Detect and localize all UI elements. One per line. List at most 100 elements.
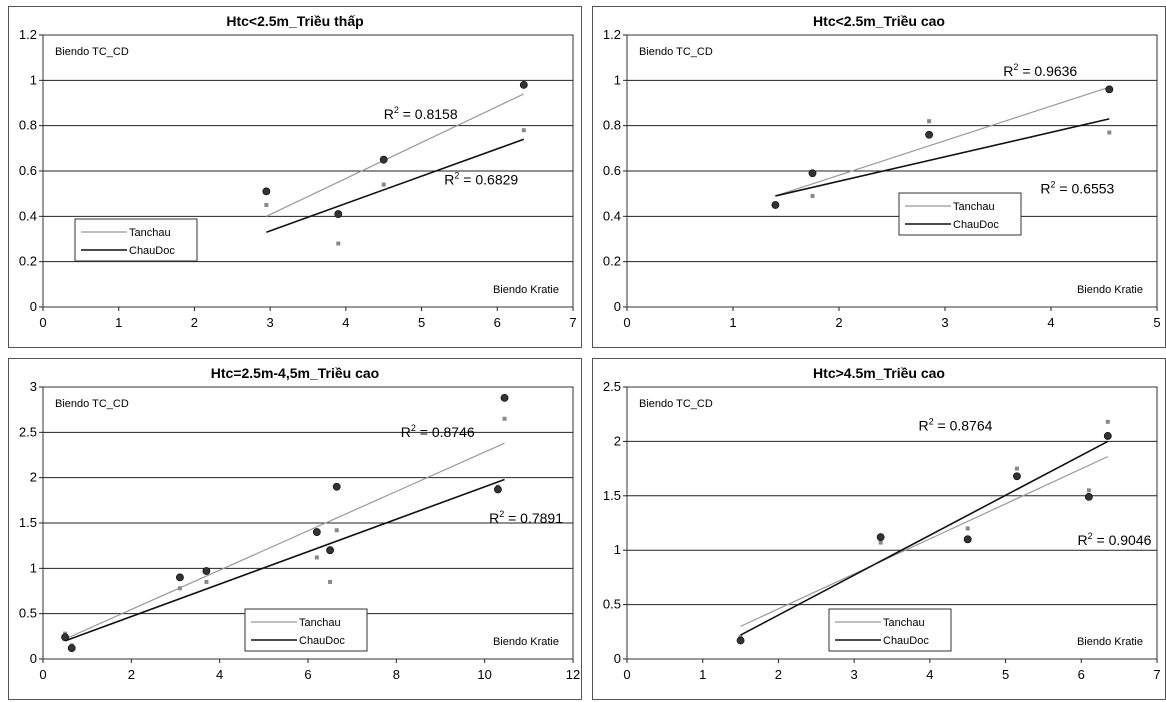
point-chaudoc [1013, 472, 1021, 481]
y-tick-label: 1.5 [19, 515, 37, 530]
x-tick-label: 3 [851, 667, 858, 682]
x-tick-label: 4 [926, 667, 933, 682]
y-tick-label: 1 [30, 72, 37, 87]
legend-label-tanchau: Tanchau [129, 227, 171, 239]
point-tanchau [810, 193, 815, 198]
trendline-chaudoc [64, 478, 505, 642]
x-tick-label: 7 [569, 315, 576, 330]
point-chaudoc [326, 546, 334, 555]
legend-label-chaudoc: ChauDoc [883, 635, 929, 647]
y-tick-label: 0.4 [603, 208, 621, 223]
r2-label-chaudoc: R2 = 0.6553 [1040, 180, 1114, 197]
y-tick-label: 2 [30, 470, 37, 485]
y-tick-label: 2.5 [603, 379, 621, 394]
point-tanchau [264, 203, 269, 207]
point-tanchau [878, 540, 883, 545]
legend-label-chaudoc: ChauDoc [129, 245, 175, 257]
point-chaudoc [61, 633, 69, 642]
chart-title: Htc>4.5m_Triều cao [813, 365, 945, 381]
point-tanchau [336, 241, 341, 246]
x-tick-label: 1 [115, 315, 122, 330]
x-tick-label: 1 [729, 315, 736, 330]
x-axis-annotation: Biendo Kratie [1077, 636, 1143, 648]
chart-svg: Htc>4.5m_Triều cao 0 0.5 1 1.5 2 2.5 0 1 2 3 4 5 6 7 Bi… [603, 365, 1161, 682]
point-chaudoc [519, 80, 528, 89]
x-tick-label: 6 [1078, 667, 1085, 682]
trendline-chaudoc [775, 118, 1110, 197]
y-tick-label: 0.8 [19, 118, 37, 133]
y-axis-annotation: Biendo TC_CD [55, 398, 129, 410]
point-chaudoc [176, 573, 184, 582]
y-tick-label: 0.2 [19, 254, 37, 269]
x-axis-annotation: Biendo Kratie [493, 284, 559, 296]
point-chaudoc [332, 482, 341, 491]
point-tanchau [1105, 419, 1110, 424]
x-tick-label: 0 [39, 667, 46, 682]
x-tick-label: 6 [304, 667, 311, 682]
point-tanchau [177, 586, 182, 591]
x-tick-label: 2 [835, 315, 842, 330]
point-tanchau [965, 526, 970, 531]
y-tick-label: 1.5 [603, 488, 621, 503]
legend-label-tanchau: Tanchau [299, 617, 341, 629]
x-tick-label: 4 [216, 667, 223, 682]
y-tick-label: 1.2 [603, 27, 621, 42]
point-chaudoc [202, 567, 211, 575]
point-tanchau [334, 528, 339, 533]
y-tick-label: 0.6 [603, 163, 621, 178]
point-chaudoc [808, 169, 817, 178]
x-axis-annotation: Biendo Kratie [1077, 284, 1143, 296]
y-tick-label: 1 [614, 542, 621, 557]
point-chaudoc [500, 393, 509, 402]
y-tick-label: 0 [30, 651, 37, 666]
r2-label-tanchau: R2 = 0.8746 [401, 423, 475, 440]
chart-svg: Htc=2.5m-4,5m_Triều cao 0 0.5 1 1.5 2 2.5 3 0 2 4 6… [19, 365, 580, 682]
point-chaudoc [771, 201, 780, 209]
point-chaudoc [494, 485, 502, 494]
x-tick-label: 0 [39, 315, 46, 330]
chart-panel-htc-high-tide: Htc<2.5m_Triều cao 0 0.2 0.4 0.6 0.8 1 1.2 0 1 2 3 4… [592, 6, 1166, 348]
y-tick-label: 1.2 [19, 27, 37, 42]
y-tick-label: 0.2 [603, 254, 621, 269]
point-tanchau [328, 579, 333, 584]
point-chaudoc [736, 636, 745, 645]
x-tick-label: 5 [1153, 315, 1160, 330]
y-tick-label: 0.4 [19, 208, 37, 223]
chart-svg: Htc<2.5m_Triều cao 0 0.2 0.4 0.6 0.8 1 1.2 0 1 2 3 4… [603, 13, 1161, 330]
point-chaudoc [1084, 492, 1093, 501]
point-chaudoc [925, 130, 933, 139]
y-tick-label: 0.8 [603, 118, 621, 133]
x-tick-label: 1 [699, 667, 706, 682]
x-tick-label: 3 [941, 315, 948, 330]
trendline-tanchau [740, 456, 1109, 627]
point-chaudoc [1105, 85, 1114, 94]
y-tick-label: 1 [614, 72, 621, 87]
y-tick-label: 0.5 [19, 606, 37, 621]
point-tanchau [521, 128, 526, 133]
r2-label-chaudoc: R2 = 0.6829 [444, 171, 518, 188]
x-tick-label: 7 [1153, 667, 1160, 682]
legend-label-tanchau: Tanchau [953, 201, 995, 213]
point-chaudoc [379, 155, 388, 164]
y-tick-label: 3 [30, 379, 37, 394]
y-tick-label: 2 [614, 433, 621, 448]
legend-label-chaudoc: ChauDoc [299, 635, 345, 647]
point-chaudoc [312, 528, 321, 536]
trendline-chaudoc [740, 440, 1109, 636]
point-tanchau [314, 555, 319, 560]
r2-label-chaudoc: R2 = 0.9046 [1078, 531, 1152, 548]
legend-label-tanchau: Tanchau [883, 617, 925, 629]
r2-label-tanchau: R2 = 0.8764 [919, 417, 993, 434]
y-tick-label: 0.5 [603, 597, 621, 612]
chart-title: Htc<2.5m_Triều thấp [226, 13, 363, 29]
y-tick-label: 0 [614, 651, 621, 666]
trendline-tanchau [775, 86, 1110, 197]
y-tick-label: 0 [614, 299, 621, 314]
r2-label-tanchau: R2 = 0.9636 [1003, 62, 1077, 79]
x-tick-label: 2 [128, 667, 135, 682]
r2-label-chaudoc: R2 = 0.7891 [489, 509, 563, 526]
x-tick-label: 3 [267, 315, 274, 330]
r2-label-tanchau: R2 = 0.8158 [384, 105, 458, 122]
y-axis-annotation: Biendo TC_CD [639, 398, 713, 410]
y-axis-annotation: Biendo TC_CD [639, 46, 713, 58]
